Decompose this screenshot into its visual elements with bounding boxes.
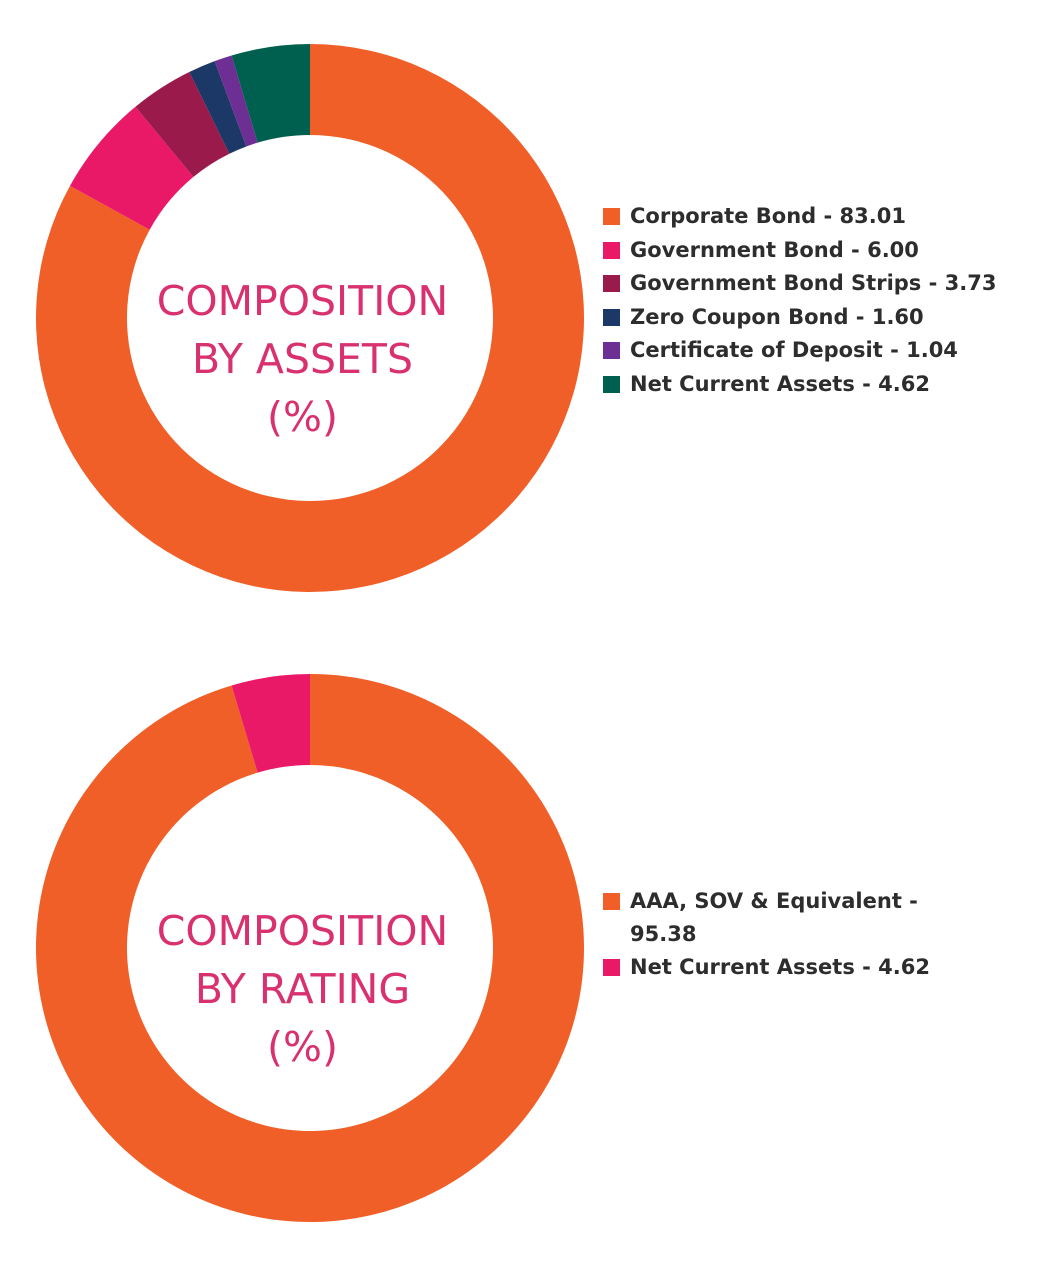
legend-item-corporate-bond: Corporate Bond - 83.01 (603, 200, 1043, 234)
rating-chart-title: COMPOSITION BY RATING (%) (130, 902, 475, 1076)
legend-label: Net Current Assets - 4.62 (630, 955, 930, 979)
donut-slice (35, 44, 584, 592)
donut-slice (35, 674, 585, 1222)
legend-label: Government Bond Strips - 3.73 (630, 271, 997, 295)
legend-swatch (603, 275, 620, 292)
legend-item-government-bond-strips: Government Bond Strips - 3.73 (603, 267, 1043, 301)
rating-donut (35, 674, 585, 1222)
legend-swatch (603, 893, 620, 910)
rating-title-line-1: COMPOSITION (156, 907, 449, 955)
assets-donut (35, 44, 584, 592)
legend-label: Government Bond - 6.00 (630, 237, 919, 262)
legend-item-government-bond: Government Bond - 6.00 (603, 234, 1043, 268)
assets-composition-chart: COMPOSITION BY ASSETS (%) Corporate Bond… (0, 0, 1061, 620)
rating-title-line-2: BY RATING (194, 965, 411, 1013)
assets-title-line-3: (%) (267, 393, 338, 441)
donut-slice (135, 72, 230, 177)
donut-slice (231, 44, 310, 143)
assets-legend: Corporate Bond - 83.01 Government Bond -… (603, 200, 1043, 401)
legend-swatch (603, 241, 620, 259)
rating-title-line-3: (%) (267, 1023, 338, 1071)
rating-legend: AAA, SOV & Equivalent - 95.38 Net Curren… (603, 885, 1043, 984)
legend-label: AAA, SOV & Equivalent - 95.38 (630, 889, 918, 946)
donut-slice (214, 55, 258, 147)
legend-item-aaa-sov-equivalent: AAA, SOV & Equivalent - 95.38 (603, 885, 1043, 951)
legend-label: Certificate of Deposit - 1.04 (630, 338, 958, 362)
legend-swatch (603, 375, 620, 393)
legend-item-net-current-assets: Net Current Assets - 4.62 (603, 368, 1043, 402)
legend-swatch (603, 959, 620, 976)
legend-label: Corporate Bond - 83.01 (630, 204, 906, 228)
donut-slice (189, 61, 247, 154)
legend-swatch (603, 342, 620, 359)
legend-item-net-current-assets: Net Current Assets - 4.62 (603, 951, 1043, 984)
donut-slice (231, 674, 310, 773)
legend-label: Net Current Assets - 4.62 (630, 371, 930, 396)
legend-swatch (603, 308, 620, 326)
legend-swatch (603, 208, 620, 225)
legend-item-certificate-of-deposit: Certificate of Deposit - 1.04 (603, 334, 1043, 368)
assets-title-line-1: COMPOSITION (156, 277, 449, 325)
assets-chart-title: COMPOSITION BY ASSETS (%) (130, 272, 475, 446)
rating-composition-chart: COMPOSITION BY RATING (%) AAA, SOV & Equ… (0, 640, 1061, 1260)
donut-slice (69, 106, 194, 230)
assets-title-line-2: BY ASSETS (191, 335, 414, 383)
legend-item-zero-coupon-bond: Zero Coupon Bond - 1.60 (603, 301, 1043, 335)
legend-label: Zero Coupon Bond - 1.60 (630, 304, 924, 329)
